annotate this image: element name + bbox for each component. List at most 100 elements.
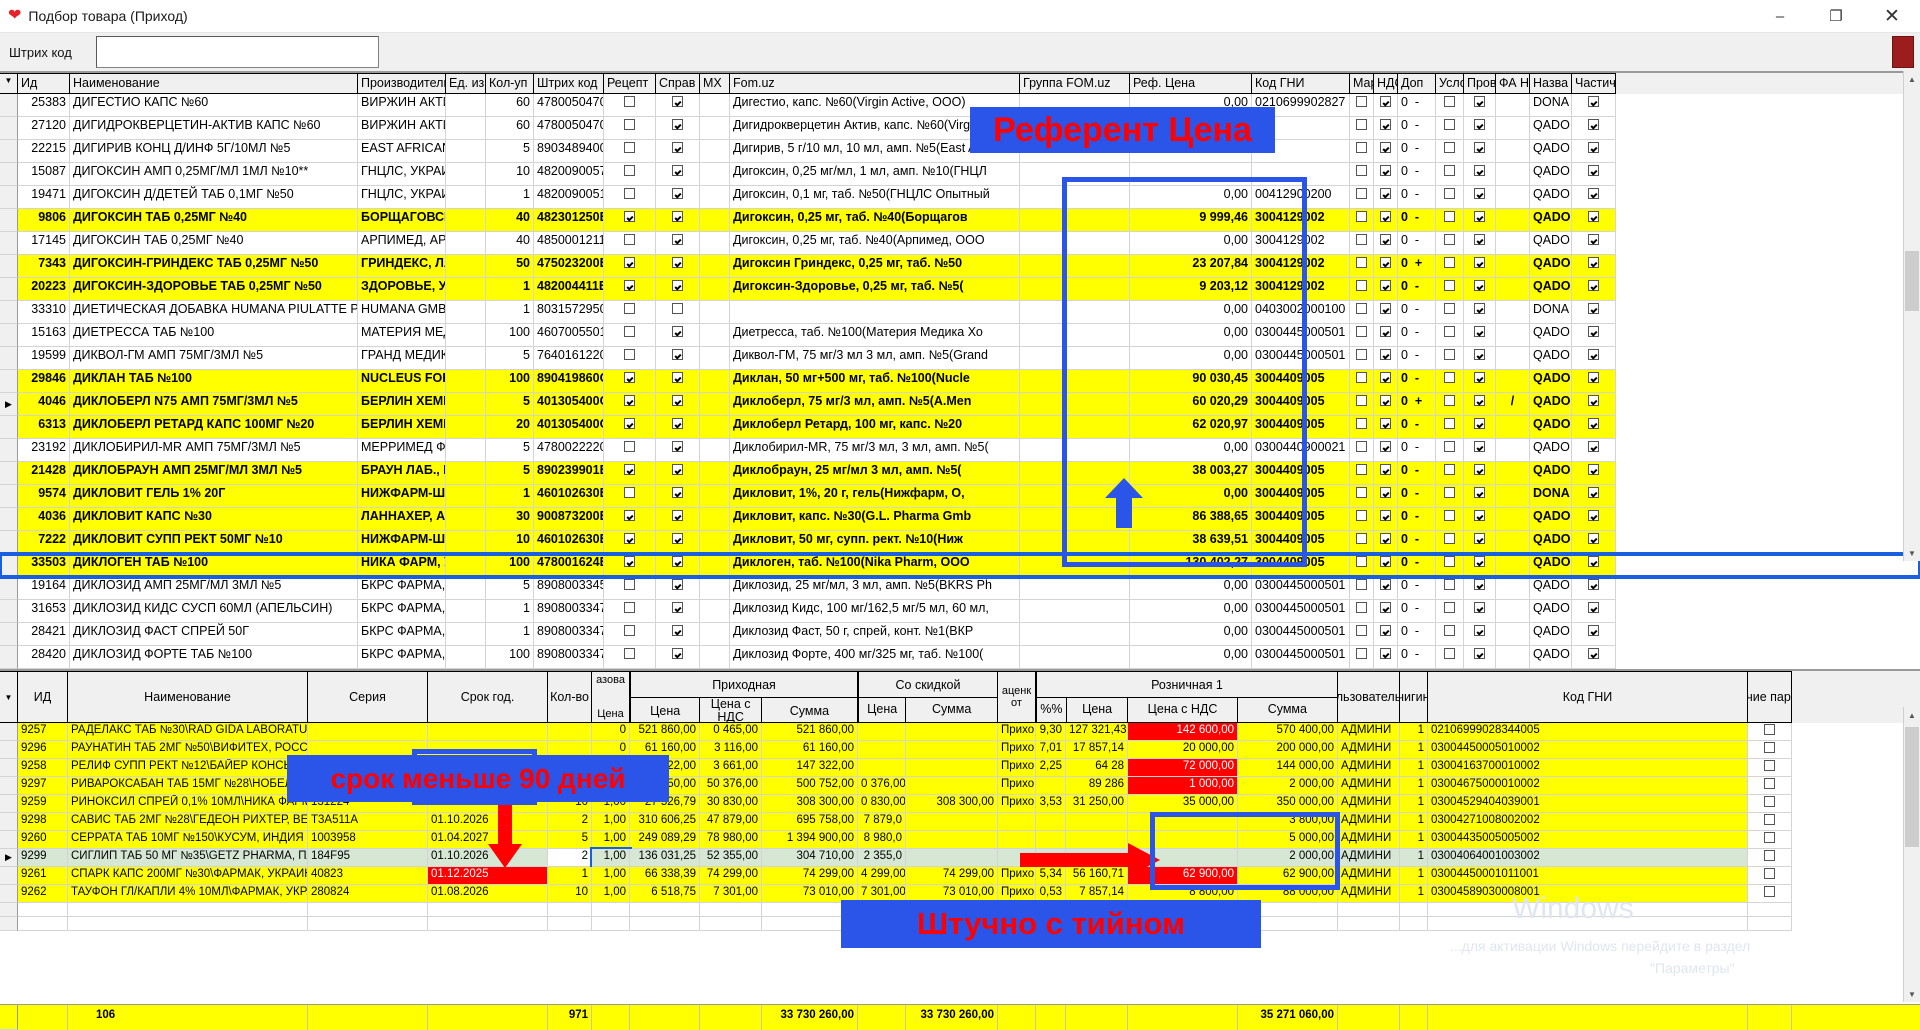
cell-qtypack[interactable]: 10: [486, 163, 534, 186]
checkbox-nds[interactable]: [1380, 142, 1391, 153]
column-header-series[interactable]: Серия: [308, 671, 428, 723]
checkbox-recipe[interactable]: [624, 119, 635, 130]
cell-unit[interactable]: [446, 508, 486, 531]
cell-maker[interactable]: НИЖФАРМ-ШТА: [358, 531, 446, 554]
checkbox-prove[interactable]: [1474, 303, 1485, 314]
cell-name[interactable]: РИВАРОКСАБАН ТАБ 15МГ №28\НОБЕЛЬ, УЗБ: [68, 777, 308, 795]
cell-fomuz[interactable]: Диклозид Форте, 400 мг/325 мг, таб. №100…: [730, 646, 1020, 669]
cell-unit[interactable]: [446, 370, 486, 393]
checkbox-mark[interactable]: [1356, 349, 1367, 360]
scroll-thumb[interactable]: [1905, 251, 1919, 311]
cell-barcode[interactable]: 482301250Е: [534, 209, 604, 232]
checkbox-sprav[interactable]: [672, 234, 683, 245]
table-row[interactable]: 33310 ДИЕТИЧЕСКАЯ ДОБАВКА HUMANA PIULATTE…: [0, 301, 1920, 324]
minimize-button[interactable]: –: [1775, 7, 1785, 25]
cell-partial[interactable]: [1572, 416, 1616, 439]
cell-barcode[interactable]: 89080033473: [534, 623, 604, 646]
checkbox-nds[interactable]: [1380, 119, 1391, 130]
cell-id[interactable]: 4046: [18, 393, 70, 416]
cell-refprice[interactable]: 38 639,51: [1130, 531, 1252, 554]
cell-unit[interactable]: [446, 347, 486, 370]
cell-dop[interactable]: 0 -: [1398, 370, 1436, 393]
cell-mx[interactable]: [700, 209, 730, 232]
checkbox-partial[interactable]: [1588, 395, 1599, 406]
checkbox-prove[interactable]: [1474, 395, 1485, 406]
cell-uslo[interactable]: [1436, 416, 1464, 439]
cell-unit[interactable]: [446, 186, 486, 209]
cell-qty[interactable]: 10: [548, 885, 592, 903]
cell-nds[interactable]: [1374, 255, 1398, 278]
cell-recipe[interactable]: [604, 554, 656, 577]
column-header-maker[interactable]: Производитель: [358, 73, 446, 94]
cell-id[interactable]: 17145: [18, 232, 70, 255]
cell-user[interactable]: АДМИНИ: [1338, 759, 1400, 777]
cell-mark[interactable]: [1350, 94, 1374, 117]
table-row[interactable]: 7222 ДИКЛОВИТ СУПП РЕКТ 50МГ №10 НИЖФАРМ-Ш…: [0, 531, 1920, 554]
table-row[interactable]: 19164 ДИКЛОЗИД АМП 25МГ/МЛ 3МЛ №5 БКРС ФАР…: [0, 577, 1920, 600]
cell-mark[interactable]: [1350, 531, 1374, 554]
cell-origin[interactable]: 1: [1400, 885, 1428, 903]
cell-r_vat[interactable]: 72 000,00: [1128, 759, 1238, 777]
cell-qtypack[interactable]: 50: [486, 255, 534, 278]
cell-barcode[interactable]: 482004411Е: [534, 278, 604, 301]
cell-gni[interactable]: 0300445000501: [1252, 600, 1350, 623]
cell-nazva[interactable]: DONA: [1530, 485, 1572, 508]
cell-partial[interactable]: [1572, 531, 1616, 554]
cell-r_price[interactable]: 7 857,14: [1066, 885, 1128, 903]
table-row[interactable]: 7343 ДИГОКСИН-ГРИНДЕКС ТАБ 0,25МГ №50 ГРИН…: [0, 255, 1920, 278]
column-header-qty[interactable]: Кол-во: [548, 671, 592, 723]
checkbox-nds[interactable]: [1380, 510, 1391, 521]
cell-extra[interactable]: [1748, 759, 1792, 777]
cell-sprav[interactable]: [656, 370, 700, 393]
cell-unit[interactable]: [446, 393, 486, 416]
cell-baseprice[interactable]: 1,00: [590, 847, 632, 869]
checkbox-uslo[interactable]: [1444, 96, 1455, 107]
row-selector[interactable]: [0, 140, 18, 163]
cell-uslo[interactable]: [1436, 485, 1464, 508]
cell-barcode[interactable]: 478001624Е: [534, 554, 604, 577]
checkbox-extra[interactable]: [1764, 760, 1775, 771]
cell-refprice[interactable]: 38 003,27: [1130, 462, 1252, 485]
cell-fomuz[interactable]: Дигоксин, 0,25 мг, таб. №40(Арпимед, ООО: [730, 232, 1020, 255]
cell-prove[interactable]: [1464, 347, 1496, 370]
checkbox-prove[interactable]: [1474, 533, 1485, 544]
checkbox-uslo[interactable]: [1444, 625, 1455, 636]
cell-fand[interactable]: [1496, 462, 1530, 485]
column-header-recipe[interactable]: Рецепт: [604, 73, 656, 94]
cell-in_sum[interactable]: 73 010,00: [762, 885, 858, 903]
cell-mark[interactable]: [1350, 393, 1374, 416]
column-header-qtypack[interactable]: Кол-уп: [486, 73, 534, 94]
checkbox-uslo[interactable]: [1444, 119, 1455, 130]
cell-fomuz[interactable]: Диклоген, таб. №100(Nika Pharm, ООО: [730, 554, 1020, 577]
cell-uceno[interactable]: Прихо: [998, 741, 1036, 759]
cell-grpfom[interactable]: [1020, 416, 1130, 439]
cell-maker[interactable]: БРАУН ЛАБ., И: [358, 462, 446, 485]
table-row[interactable]: 27120 ДИГИДРОКВЕРЦЕТИН-АКТИВ КАПС №60 ВИРЖ…: [0, 117, 1920, 140]
cell-in_sum[interactable]: 1 394 900,00: [762, 831, 858, 849]
checkbox-prove[interactable]: [1474, 418, 1485, 429]
cell-prove[interactable]: [1464, 531, 1496, 554]
cell-id[interactable]: 33503: [18, 554, 70, 577]
row-selector[interactable]: [0, 370, 18, 393]
scroll-up-icon[interactable]: ▲: [1904, 707, 1920, 723]
cell-fand[interactable]: [1496, 186, 1530, 209]
cell-mx[interactable]: [700, 278, 730, 301]
cell-sprav[interactable]: [656, 600, 700, 623]
cell-id[interactable]: 9299: [18, 849, 68, 867]
cell-nds[interactable]: [1374, 439, 1398, 462]
cell-recipe[interactable]: [604, 646, 656, 669]
cell-mx[interactable]: [700, 577, 730, 600]
cell-nds[interactable]: [1374, 531, 1398, 554]
column-header-in_sum[interactable]: Сумма: [789, 703, 830, 718]
cell-maker[interactable]: БОРЩАГОВСКИ: [358, 209, 446, 232]
cell-r_vat[interactable]: 1 000,00: [1128, 777, 1238, 795]
checkbox-nds[interactable]: [1380, 625, 1391, 636]
cell-gni[interactable]: [1252, 140, 1350, 163]
cell-name[interactable]: ДИКЛОБЕРЛ N75 АМП 75МГ/3МЛ №5: [70, 393, 358, 416]
cell-mark[interactable]: [1350, 554, 1374, 577]
checkbox-recipe[interactable]: [624, 395, 635, 406]
cell-grpfom[interactable]: [1020, 462, 1130, 485]
checkbox-partial[interactable]: [1588, 188, 1599, 199]
checkbox-recipe[interactable]: [624, 188, 635, 199]
cell-gni[interactable]: 3004129002: [1252, 232, 1350, 255]
